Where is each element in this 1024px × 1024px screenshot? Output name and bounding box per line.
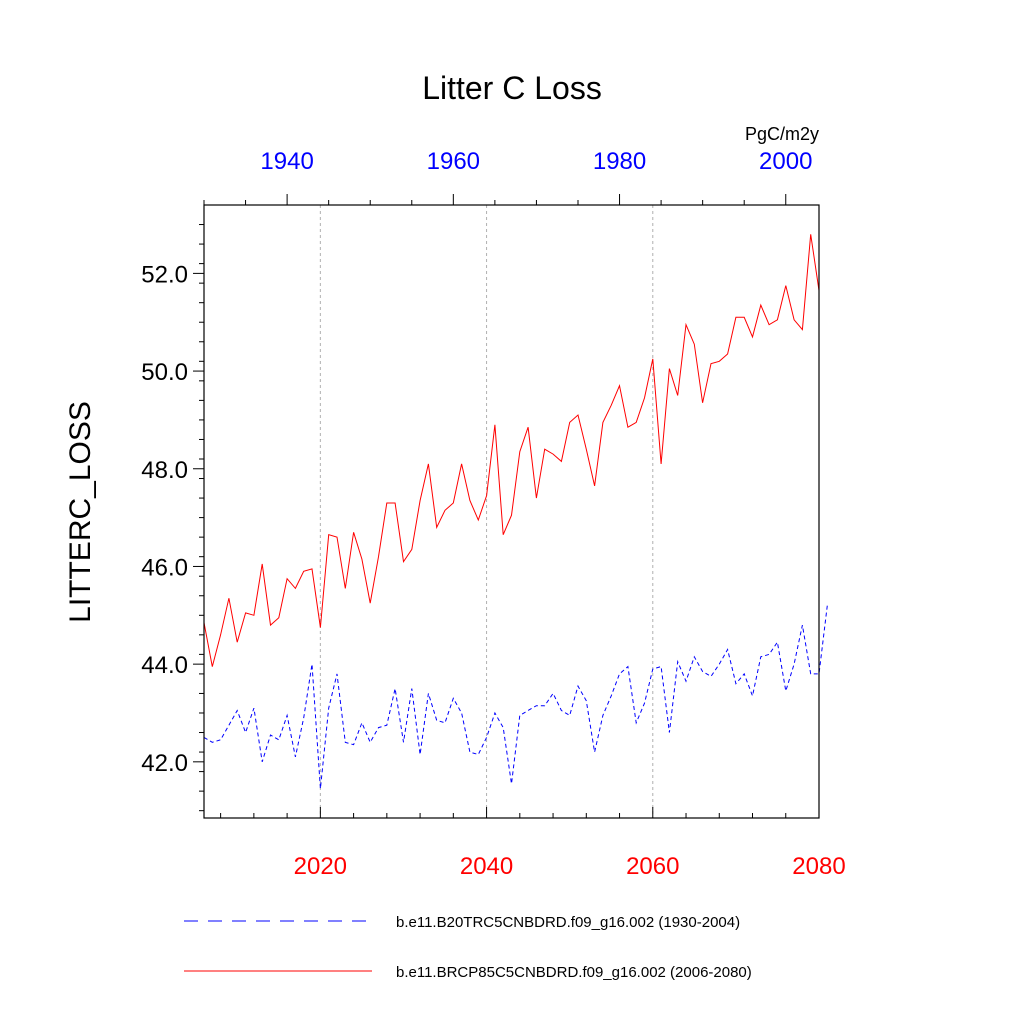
legend: b.e11.B20TRC5CNBDRD.f09_g16.002 (1930-20…	[184, 914, 752, 981]
series-line-2	[203, 234, 820, 667]
chart-title: Litter C Loss	[422, 70, 602, 106]
x-top-tick-label: 1960	[427, 148, 480, 175]
legend-label-2: b.e11.BRCP85C5CNBDRD.f09_g16.002 (2006-2…	[396, 964, 752, 981]
y-tick-label: 52.0	[141, 261, 188, 288]
x-bottom-tick-label: 2020	[294, 853, 347, 880]
series-line-1	[203, 605, 828, 789]
y-axis-label: LITTERC_LOSS	[64, 401, 97, 623]
x-bottom-tick-label: 2060	[626, 853, 679, 880]
x-bottom-tick-label: 2040	[460, 853, 513, 880]
axes: 42.0 44.0 46.0 48.0 50.0 52.0 2020 2040 2060 2080…	[141, 148, 845, 880]
x-top-tick-label: 1940	[260, 148, 313, 175]
legend-label-1: b.e11.B20TRC5CNBDRD.f09_g16.002 (1930-20…	[396, 914, 740, 931]
x-top-tick-label: 2000	[759, 148, 812, 175]
x-bottom-tick-label: 2080	[792, 853, 845, 880]
plot-frame	[203, 204, 820, 819]
units-label: PgC/m2y	[745, 124, 819, 144]
y-tick-label: 42.0	[141, 750, 188, 777]
y-tick-label: 46.0	[141, 554, 188, 581]
y-tick-label: 48.0	[141, 457, 188, 484]
x-top-tick-label: 1980	[593, 148, 646, 175]
grid-lines	[319, 205, 654, 818]
series-layer	[203, 234, 828, 789]
y-tick-label: 50.0	[141, 359, 188, 386]
y-tick-label: 44.0	[141, 652, 188, 679]
